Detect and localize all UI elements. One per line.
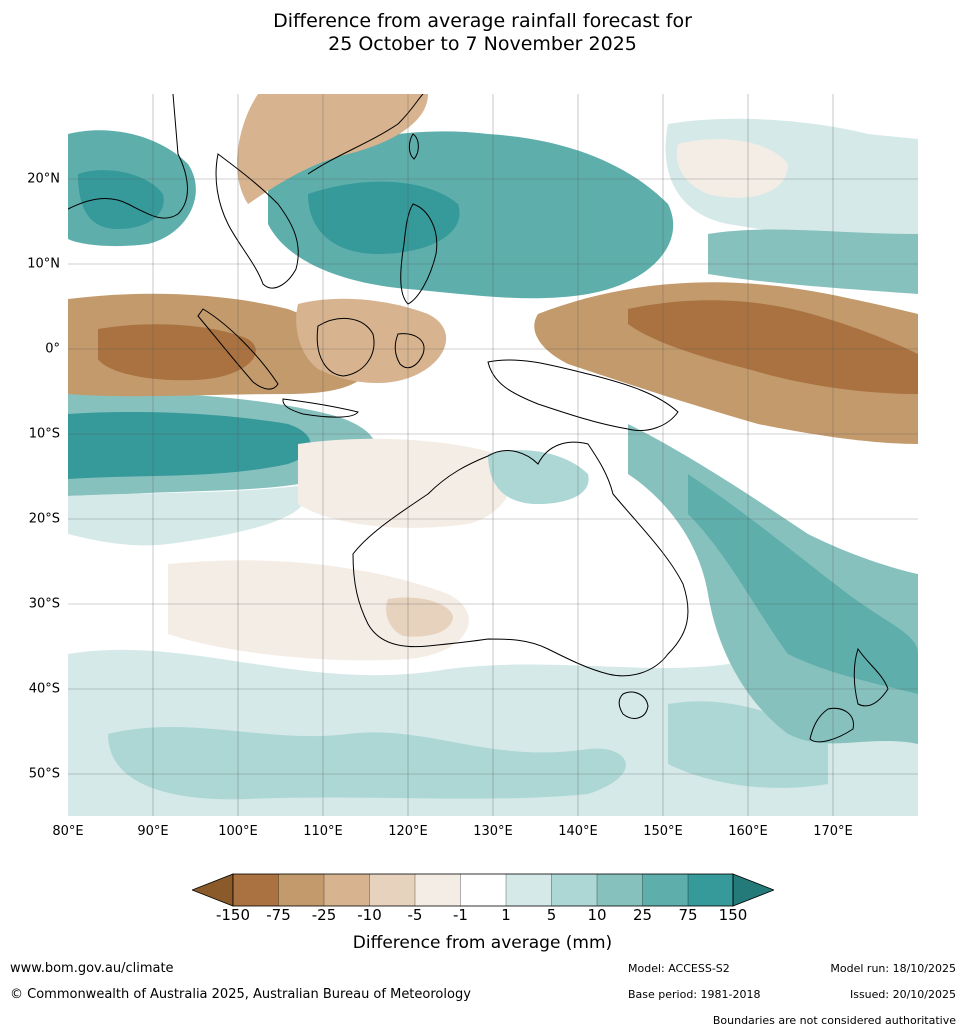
lat-label-10s: 10°S	[28, 426, 60, 442]
bight-dry-anomaly	[386, 597, 453, 637]
lon-label-160e: 160°E	[728, 824, 768, 839]
colorbar-tick-label: 75	[678, 906, 698, 924]
lat-label-30s: 30°S	[28, 596, 60, 612]
colorbar-tick-label: -150	[215, 906, 251, 924]
footer-issued: Issued: 20/10/2025	[849, 988, 956, 1001]
china-dry-anomaly	[237, 94, 428, 204]
lon-label-120e: 120°E	[388, 824, 428, 839]
lat-label-50s: 50°S	[28, 766, 60, 782]
footer-model: Model: ACCESS-S2	[628, 962, 730, 975]
north-pacific-medium-anomaly	[708, 229, 918, 294]
lon-label-100e: 100°E	[218, 824, 258, 839]
northern-australia-wet	[488, 450, 589, 504]
colorbar-bin-5	[415, 874, 461, 906]
lat-label-20n: 20°N	[27, 171, 60, 187]
indian-ocean-wet-core	[68, 412, 311, 479]
colorbar-tick-label: -75	[266, 906, 291, 924]
sumatra-coastline	[197, 308, 279, 390]
lon-label-150e: 150°E	[643, 824, 683, 839]
footer-base-period: Base period: 1981-2018	[628, 988, 761, 1001]
colorbar-extend-high	[732, 873, 774, 907]
colorbar-title: Difference from average (mm)	[352, 933, 613, 953]
lon-label-80e: 80°E	[52, 824, 84, 839]
colorbar-bin-1	[233, 874, 279, 906]
colorbar-bin-4	[369, 874, 415, 906]
lon-label-140e: 140°E	[558, 824, 598, 839]
colorbar-tick-label: 150	[718, 906, 748, 924]
indian-ocean-light-wet	[68, 486, 305, 546]
colorbar-tick-label: 1	[501, 906, 511, 924]
australia-coastline	[352, 441, 689, 677]
colorbar-tick-label: 25	[632, 906, 653, 924]
footer-url: www.bom.gov.au/climate	[10, 961, 174, 976]
new-zealand-north-coastline	[853, 647, 889, 707]
australia-slight-dry	[298, 438, 513, 528]
colorbar-bin-7	[506, 874, 552, 906]
lat-label-20s: 20°S	[28, 511, 60, 527]
map-canvas	[68, 94, 918, 816]
colorbar	[192, 873, 774, 907]
map-title: Difference from average rainfall forecas…	[0, 10, 965, 56]
colorbar-bin-10	[642, 874, 688, 906]
colorbar-bin-11	[688, 874, 733, 906]
lon-label-110e: 110°E	[303, 824, 343, 839]
tasman-wet-core	[688, 474, 918, 694]
colorbar-tick-label: 5	[546, 906, 557, 924]
southern-ocean-medium-anomaly	[108, 726, 626, 800]
new-zealand-south-coastline	[809, 707, 854, 743]
taiwan-coastline	[408, 133, 419, 160]
north-pacific-wet-anomaly	[268, 131, 674, 299]
title-line-2: 25 October to 7 November 2025	[328, 33, 637, 55]
bay-of-bengal-wet-core	[78, 170, 164, 229]
colorbar-dividers	[278, 874, 689, 906]
equatorial-dry-core-east	[628, 300, 918, 394]
colorbar-tick-label: -1	[453, 906, 468, 924]
colorbar-tick-label: -25	[311, 906, 337, 924]
footer-model-run: Model run: 18/10/2025	[830, 962, 956, 975]
colorbar-bin-3	[324, 874, 370, 906]
south-china-sea-wet-core	[308, 181, 460, 254]
lat-label-0: 0°	[45, 341, 60, 357]
colorbar-tick-label: -10	[357, 906, 382, 924]
graticule	[68, 94, 918, 816]
colorbar-tick-label: -5	[407, 906, 423, 924]
lon-label-170e: 170°E	[813, 824, 853, 839]
china-coastline	[307, 94, 424, 175]
southern-australia-dry	[168, 560, 469, 661]
footer-copyright: © Commonwealth of Australia 2025, Austra…	[10, 987, 471, 1002]
north-pacific-slight-dry	[676, 139, 788, 198]
colorbar-bin-6	[460, 874, 506, 906]
title-line-1: Difference from average rainfall forecas…	[273, 10, 692, 32]
rainfall-map	[68, 94, 918, 816]
lat-label-10n: 10°N	[27, 256, 60, 272]
colorbar-bin-2	[278, 874, 324, 906]
tasmania-coastline	[618, 691, 649, 719]
java-coastline	[282, 398, 359, 418]
colorbar-extend-low	[192, 873, 234, 907]
lon-label-90e: 90°E	[137, 824, 169, 839]
colorbar-outline	[232, 873, 734, 907]
colorbar-tick-label: 10	[587, 906, 607, 924]
lon-label-130e: 130°E	[473, 824, 513, 839]
footer-boundaries-note: Boundaries are not considered authoritat…	[712, 1014, 956, 1027]
colorbar-bin-9	[597, 874, 643, 906]
lat-label-40s: 40°S	[28, 681, 60, 697]
colorbar-bin-8	[551, 874, 597, 906]
indochina-coastline	[215, 153, 299, 289]
